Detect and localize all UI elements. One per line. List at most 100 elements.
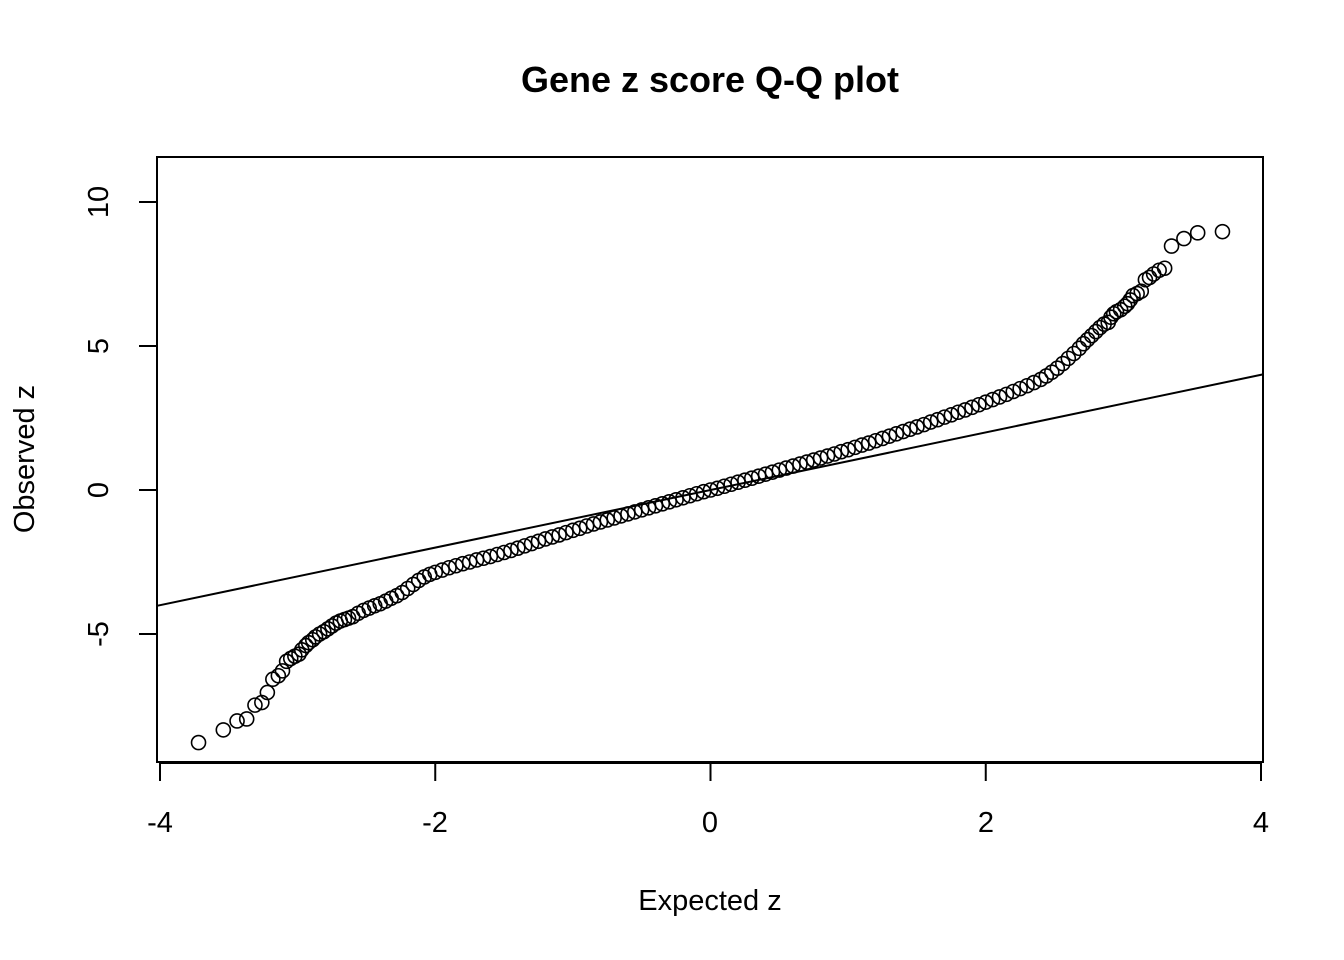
data-point — [523, 535, 540, 552]
chart-title: Gene z score Q-Q plot — [521, 59, 899, 100]
data-point — [874, 430, 891, 447]
data-point — [668, 491, 684, 508]
data-point — [867, 432, 884, 449]
data-point — [558, 524, 574, 541]
data-point — [750, 468, 767, 484]
data-point — [847, 439, 863, 456]
x-axis: -4 -2 0 2 4 Expected z — [147, 762, 1269, 917]
data-point — [190, 734, 207, 751]
data-point — [1214, 223, 1231, 240]
data-point — [1079, 331, 1096, 348]
data-point — [826, 446, 843, 462]
y-tick-labels: -5 0 5 10 — [83, 186, 115, 647]
data-point — [957, 402, 973, 418]
data-point — [627, 504, 643, 520]
data-point — [247, 697, 263, 713]
data-point — [270, 667, 287, 684]
plot-frame — [156, 156, 1264, 763]
data-point — [482, 548, 499, 565]
data-point — [805, 452, 822, 468]
data-point — [1019, 377, 1035, 394]
data-point — [530, 533, 547, 550]
data-point — [613, 508, 629, 524]
data-point — [620, 506, 636, 522]
data-point — [503, 542, 519, 559]
data-point — [647, 498, 664, 514]
data-point — [1176, 230, 1192, 247]
data-point — [238, 711, 255, 727]
data-point — [757, 466, 774, 482]
y-axis-label: Observed z — [9, 385, 41, 533]
data-point — [578, 518, 595, 534]
data-point — [259, 684, 276, 701]
x-tick-labels: -4 -2 0 2 4 — [147, 807, 1269, 839]
data-point — [950, 404, 967, 421]
data-point — [1189, 225, 1206, 241]
data-point — [1055, 355, 1071, 372]
y-tick-label: 10 — [83, 186, 115, 218]
data-point — [1092, 319, 1108, 336]
data-point — [1088, 323, 1104, 340]
data-point — [1071, 340, 1088, 357]
data-point — [1066, 345, 1082, 362]
data-point — [1119, 295, 1136, 312]
data-point — [510, 540, 526, 556]
data-point — [1103, 309, 1119, 326]
data-point — [1060, 350, 1077, 367]
data-point — [599, 512, 616, 528]
data-point — [1156, 260, 1173, 277]
x-tick-label: -2 — [422, 807, 448, 839]
data-point — [1083, 327, 1100, 344]
x-tick-label: -4 — [147, 807, 173, 839]
data-point — [792, 456, 808, 472]
data-point — [215, 722, 232, 738]
data-point — [1012, 380, 1028, 397]
data-point — [434, 562, 450, 578]
data-point — [585, 516, 602, 532]
data-point — [737, 472, 753, 489]
data-point — [902, 421, 918, 438]
data-point — [799, 454, 815, 470]
data-point — [229, 713, 245, 729]
data-point — [977, 394, 994, 410]
x-tick-label: 2 — [978, 807, 994, 839]
data-point — [764, 464, 781, 480]
data-point — [633, 502, 650, 518]
data-point — [496, 544, 512, 561]
data-point — [544, 529, 561, 545]
data-point — [654, 496, 671, 512]
x-tick-label: 0 — [702, 807, 718, 839]
data-point — [971, 396, 987, 413]
data-point — [675, 489, 691, 506]
data-point — [606, 510, 622, 526]
data-point — [441, 559, 457, 576]
data-point — [771, 462, 788, 478]
data-point — [1026, 374, 1042, 391]
y-tick-label: 5 — [83, 338, 115, 354]
data-point — [592, 514, 609, 530]
data-point — [571, 520, 588, 537]
data-point — [274, 663, 291, 679]
data-point — [537, 531, 554, 547]
data-point — [640, 500, 657, 516]
data-point — [307, 629, 324, 645]
data-point — [998, 386, 1015, 403]
x-tick-label: 4 — [1253, 807, 1269, 839]
data-point — [895, 423, 911, 440]
data-point — [1049, 360, 1066, 376]
data-point — [1133, 283, 1150, 300]
data-point — [716, 478, 733, 495]
data-point — [516, 538, 533, 554]
data-point — [1163, 238, 1180, 254]
data-point — [943, 407, 960, 423]
y-ticks — [139, 201, 157, 635]
data-point — [916, 416, 932, 433]
data-point — [929, 411, 946, 428]
data-point — [936, 409, 953, 425]
data-point — [427, 564, 444, 581]
data-point — [860, 435, 877, 451]
data-point — [888, 426, 905, 442]
data-point — [324, 618, 340, 634]
data-point — [785, 458, 801, 474]
